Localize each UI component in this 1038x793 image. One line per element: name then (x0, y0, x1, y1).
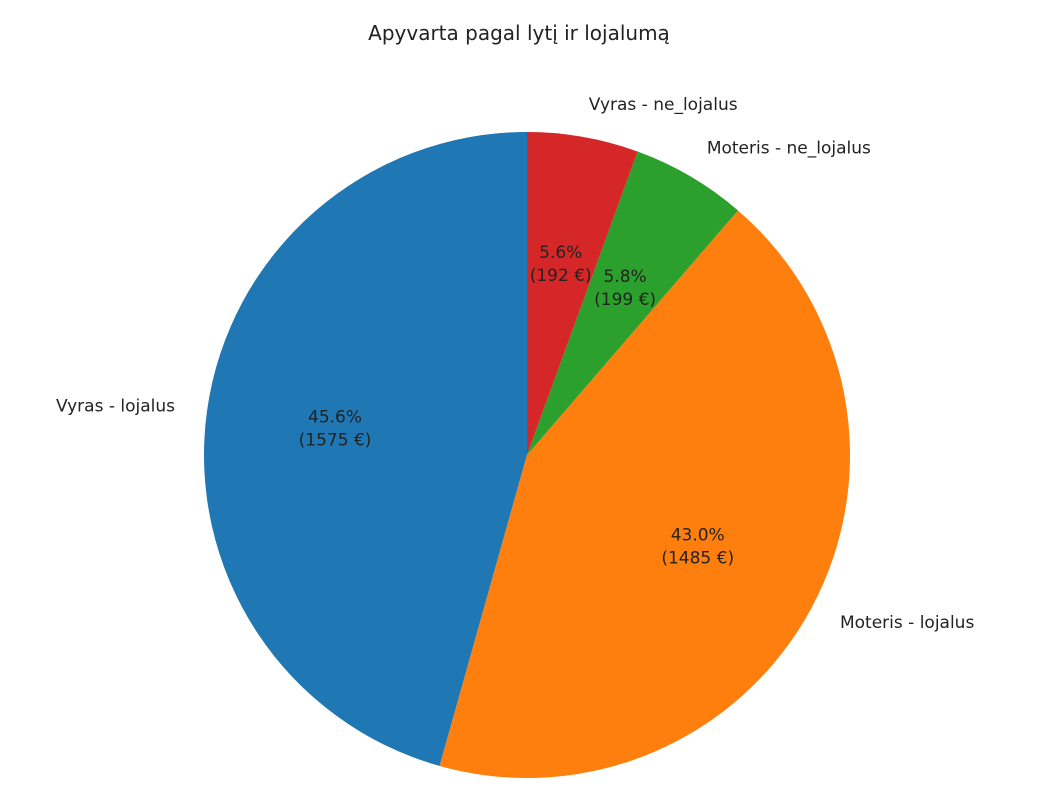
slice-moteris-lojalus (439, 210, 850, 779)
value-label-moteris-lojalus: (1485 €) (661, 549, 734, 569)
slice-label-vyras-lojalus: Vyras - lojalus (56, 396, 175, 416)
percent-label-vyras-lojalus: 45.6% (308, 408, 362, 428)
percent-label-vyras-ne-lojalus: 5.6% (539, 243, 582, 263)
percent-label-moteris-lojalus: 43.0% (671, 526, 725, 546)
slice-vyras-ne-lojalus (527, 132, 638, 455)
slice-label-moteris-lojalus: Moteris - lojalus (840, 613, 974, 633)
value-label-vyras-lojalus: (1575 €) (299, 431, 372, 451)
slice-label-vyras-ne-lojalus: Vyras - ne_lojalus (589, 95, 738, 115)
slice-vyras-lojalus (203, 132, 527, 766)
slice-label-moteris-ne-lojalus: Moteris - ne_lojalus (707, 139, 871, 159)
percent-label-moteris-ne-lojalus: 5.8% (603, 267, 646, 287)
slice-moteris-ne-lojalus (527, 151, 739, 455)
value-label-moteris-ne-lojalus: (199 €) (594, 290, 656, 310)
value-label-vyras-ne-lojalus: (192 €) (530, 266, 592, 286)
pie-labels: Vyras - lojalus 45.6% (1575 €) Moteris - lo… (56, 95, 974, 633)
pie-slices (203, 132, 850, 779)
chart-title: Apyvarta pagal lytį ir lojalumą (368, 21, 670, 45)
